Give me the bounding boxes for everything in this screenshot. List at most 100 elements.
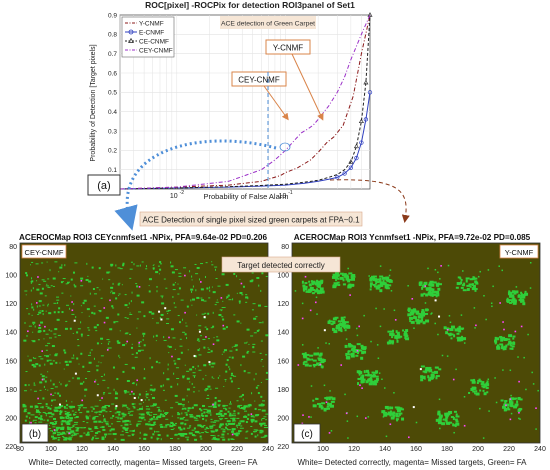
fa-pixel: [230, 375, 234, 377]
fa-pixel: [92, 416, 96, 419]
missed-target-pixel: [37, 397, 39, 400]
fa-pixel: [482, 437, 485, 439]
fa-pixel: [234, 344, 238, 347]
fa-pixel: [47, 389, 49, 391]
fa-pixel: [138, 416, 141, 419]
fa-pixel: [232, 298, 234, 301]
fa-pixel: [180, 351, 183, 354]
fa-pixel: [446, 327, 450, 331]
fa-pixel: [102, 379, 106, 381]
fa-pixel: [181, 408, 184, 410]
fa-pixel: [76, 331, 79, 334]
fa-pixel: [120, 434, 125, 436]
fa-pixel: [53, 409, 57, 411]
fa-pixel: [222, 300, 224, 302]
fa-pixel: [194, 430, 199, 433]
fa-pixel: [126, 391, 130, 393]
fa-pixel: [141, 406, 143, 408]
fa-pixel: [455, 286, 459, 289]
fa-pixel: [317, 347, 319, 349]
fa-pixel: [317, 280, 322, 284]
fa-pixel: [535, 428, 537, 430]
fa-pixel: [338, 328, 342, 332]
fa-pixel: [238, 422, 242, 425]
fa-pixel: [159, 263, 162, 265]
missed-target-pixel: [361, 387, 363, 389]
fa-pixel: [174, 269, 178, 271]
fa-pixel: [457, 337, 461, 341]
fa-pixel: [233, 272, 236, 275]
fa-pixel: [228, 414, 233, 416]
fa-pixel: [432, 293, 437, 296]
fa-pixel: [91, 410, 94, 412]
fa-pixel: [216, 339, 220, 342]
fa-pixel: [97, 411, 100, 413]
fa-pixel: [69, 307, 71, 310]
fa-pixel: [191, 382, 193, 385]
fa-pixel: [202, 338, 206, 340]
fa-pixel: [57, 311, 60, 314]
fa-pixel: [24, 290, 28, 292]
fa-pixel: [344, 393, 346, 396]
fa-pixel: [453, 410, 457, 413]
fa-pixel: [79, 427, 83, 429]
fa-pixel: [337, 323, 341, 327]
fa-pixel: [254, 407, 257, 410]
fa-pixel: [335, 279, 338, 282]
roc-y-tick-label: 0.1: [108, 167, 117, 174]
fa-pixel: [40, 406, 44, 408]
fa-pixel: [52, 360, 55, 362]
fa-pixel: [87, 431, 90, 434]
fa-pixel: [160, 423, 163, 425]
fa-pixel: [177, 293, 180, 295]
fa-pixel: [247, 350, 250, 352]
missed-target-pixel: [319, 363, 322, 366]
fa-pixel: [340, 316, 344, 320]
fa-pixel: [382, 416, 385, 418]
fa-pixel: [455, 368, 457, 371]
fa-pixel: [230, 438, 235, 440]
fa-pixel: [347, 437, 349, 439]
fa-pixel: [494, 339, 497, 343]
fa-pixel: [256, 414, 259, 416]
fa-pixel: [317, 282, 322, 286]
fa-pixel: [58, 406, 62, 409]
fa-pixel: [93, 357, 95, 360]
map-c-panel-label: (c): [301, 429, 313, 440]
fa-pixel: [514, 403, 519, 406]
missed-target-pixel: [138, 286, 141, 288]
map-c: ACEROCMap ROI3 Ycnmfset1 -NPix, PFA=9.72…: [277, 233, 546, 467]
fa-pixel: [522, 302, 526, 306]
ace-annotation-box: [220, 16, 316, 29]
fa-pixel: [117, 313, 120, 316]
fa-pixel: [59, 362, 61, 364]
fa-pixel: [47, 371, 49, 373]
fa-pixel: [94, 416, 99, 418]
fa-pixel: [425, 368, 429, 372]
fa-pixel: [387, 342, 390, 345]
detected-target-pixel: [434, 299, 437, 302]
fa-pixel: [157, 415, 160, 418]
fa-pixel: [30, 281, 32, 284]
fa-pixel: [127, 435, 131, 437]
fa-pixel: [186, 388, 190, 391]
fa-pixel: [98, 310, 102, 312]
fa-pixel: [153, 418, 157, 420]
fa-pixel: [511, 290, 515, 294]
fa-pixel: [49, 354, 51, 356]
fa-pixel: [201, 313, 205, 315]
fa-pixel: [510, 405, 514, 408]
fa-pixel: [513, 292, 517, 295]
fa-pixel: [150, 436, 153, 439]
fa-pixel: [487, 378, 490, 381]
fa-pixel: [100, 376, 103, 378]
fa-pixel: [358, 349, 363, 352]
fa-pixel: [379, 289, 383, 293]
fa-pixel: [166, 318, 170, 320]
fa-pixel: [136, 265, 140, 267]
fa-pixel: [149, 427, 153, 430]
fa-pixel: [117, 283, 120, 286]
fa-pixel: [138, 413, 142, 415]
fa-pixel: [347, 350, 351, 353]
fa-pixel: [301, 352, 305, 355]
